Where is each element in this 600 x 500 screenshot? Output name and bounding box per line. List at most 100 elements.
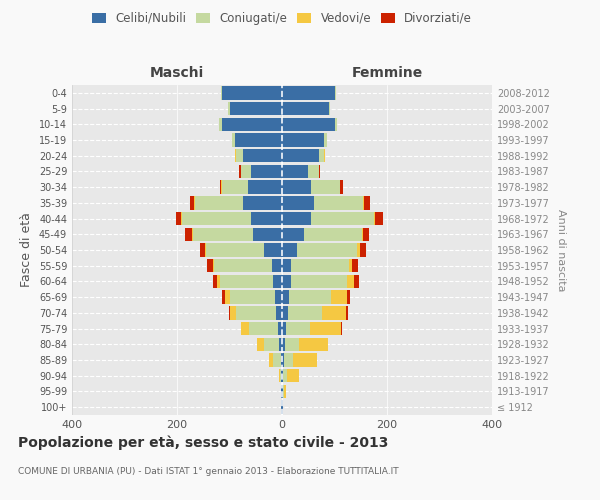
Bar (192, 228, 193, 241)
Text: Maschi: Maschi (150, 66, 204, 80)
Bar (299, 338, 328, 351)
Bar (282, 385, 283, 398)
Bar (275, 290, 282, 304)
Bar (311, 180, 340, 194)
Bar (230, 290, 275, 304)
Bar (355, 274, 359, 288)
Bar (263, 244, 282, 256)
Bar (249, 322, 278, 335)
Bar (292, 259, 349, 272)
Bar (311, 212, 374, 225)
Bar (329, 102, 331, 115)
Bar (282, 149, 319, 162)
Bar (221, 180, 248, 194)
Bar (225, 290, 230, 304)
Bar (331, 290, 347, 304)
Text: COMUNE DI URBANIA (PU) - Dati ISTAT 1° gennaio 2013 - Elaborazione TUTTITALIA.IT: COMUNE DI URBANIA (PU) - Dati ISTAT 1° g… (18, 468, 398, 476)
Bar (352, 259, 358, 272)
Bar (269, 354, 273, 366)
Bar (284, 385, 286, 398)
Bar (229, 102, 282, 115)
Bar (185, 228, 192, 241)
Bar (341, 322, 343, 335)
Bar (284, 338, 299, 351)
Bar (282, 306, 289, 320)
Bar (280, 338, 282, 351)
Bar (242, 149, 282, 162)
Legend: Celibi/Nubili, Coniugati/e, Vedovi/e, Divorziati/e: Celibi/Nubili, Coniugati/e, Vedovi/e, Di… (88, 8, 476, 28)
Bar (347, 274, 355, 288)
Bar (273, 354, 281, 366)
Bar (278, 322, 282, 335)
Bar (282, 212, 311, 225)
Bar (364, 196, 370, 209)
Bar (324, 134, 326, 146)
Bar (375, 212, 383, 225)
Bar (276, 306, 282, 320)
Bar (242, 196, 282, 209)
Bar (229, 306, 230, 320)
Bar (335, 118, 337, 131)
Bar (282, 244, 296, 256)
Bar (292, 274, 347, 288)
Bar (296, 244, 357, 256)
Bar (282, 290, 289, 304)
Bar (235, 149, 236, 162)
Bar (282, 134, 324, 146)
Bar (304, 228, 362, 241)
Bar (310, 322, 341, 335)
Bar (289, 306, 322, 320)
Bar (349, 259, 352, 272)
Bar (212, 259, 214, 272)
Bar (232, 134, 235, 146)
Bar (248, 180, 282, 194)
Bar (230, 306, 236, 320)
Bar (196, 196, 242, 209)
Bar (362, 228, 364, 241)
Y-axis label: Anni di nascita: Anni di nascita (556, 208, 566, 291)
Bar (282, 369, 283, 382)
Bar (251, 212, 282, 225)
Bar (282, 180, 311, 194)
Bar (347, 290, 350, 304)
Bar (374, 212, 375, 225)
Bar (236, 306, 276, 320)
Bar (176, 212, 181, 225)
Bar (220, 180, 221, 194)
Bar (205, 244, 206, 256)
Bar (282, 338, 284, 351)
Bar (282, 196, 314, 209)
Bar (217, 274, 220, 288)
Bar (319, 164, 320, 178)
Bar (287, 369, 299, 382)
Bar (263, 338, 280, 351)
Bar (221, 86, 282, 100)
Bar (282, 164, 308, 178)
Bar (322, 306, 346, 320)
Bar (190, 196, 194, 209)
Bar (293, 354, 317, 366)
Bar (257, 338, 263, 351)
Bar (282, 322, 286, 335)
Bar (282, 118, 335, 131)
Bar (221, 118, 282, 131)
Bar (228, 102, 229, 115)
Bar (253, 228, 282, 241)
Bar (314, 196, 364, 209)
Bar (340, 180, 343, 194)
Bar (282, 86, 335, 100)
Bar (284, 354, 293, 366)
Bar (282, 274, 292, 288)
Bar (282, 228, 304, 241)
Bar (239, 164, 241, 178)
Bar (200, 244, 205, 256)
Bar (222, 290, 225, 304)
Bar (235, 134, 282, 146)
Text: Popolazione per età, sesso e stato civile - 2013: Popolazione per età, sesso e stato civil… (18, 435, 388, 450)
Bar (206, 244, 263, 256)
Bar (280, 369, 281, 382)
Bar (251, 164, 282, 178)
Bar (364, 228, 368, 241)
Bar (360, 244, 366, 256)
Bar (193, 228, 253, 241)
